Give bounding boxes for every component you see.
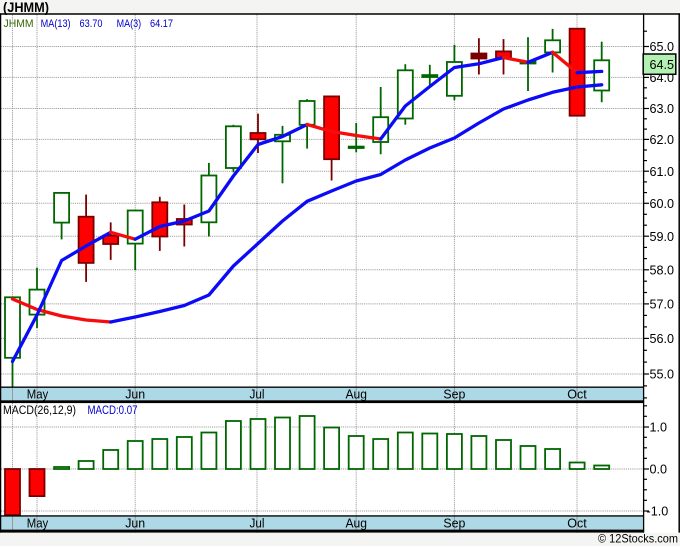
svg-text:63.0: 63.0 [650,102,675,116]
svg-text:62.0: 62.0 [650,133,675,147]
svg-text:© 12Stocks.com: © 12Stocks.com [598,532,678,546]
svg-text:60.0: 60.0 [650,197,675,211]
svg-text:Aug: Aug [345,386,367,401]
svg-text:MACD:0.07: MACD:0.07 [88,405,138,417]
svg-text:59.0: 59.0 [650,230,675,244]
svg-text:1.0: 1.0 [650,421,668,435]
svg-text:JHMM: JHMM [4,18,34,30]
svg-text:Aug: Aug [345,515,367,530]
svg-text:65.0: 65.0 [650,40,675,54]
svg-text:Jun: Jun [125,386,145,401]
svg-text:Oct: Oct [567,515,587,530]
svg-text:63.70: 63.70 [80,18,103,30]
svg-text:May: May [27,386,49,401]
svg-text:Sep: Sep [443,515,465,530]
svg-text:Oct: Oct [567,386,587,401]
svg-text:64.5: 64.5 [650,58,675,72]
svg-text:57.0: 57.0 [650,298,675,312]
svg-text:56.0: 56.0 [650,332,675,346]
svg-text:MA(13): MA(13) [41,18,71,30]
svg-text:MACD(26,12,9): MACD(26,12,9) [3,405,76,417]
svg-text:64.17: 64.17 [150,18,173,30]
svg-text:MA(3): MA(3) [117,18,142,30]
svg-text:-1.0: -1.0 [647,505,669,519]
svg-text:58.0: 58.0 [650,263,675,277]
svg-text:0.0: 0.0 [650,463,668,477]
svg-text:55.0: 55.0 [650,368,675,382]
svg-text:Jul: Jul [250,515,265,530]
svg-text:May: May [27,515,49,530]
svg-text:(JHMM): (JHMM) [3,0,49,15]
svg-text:61.0: 61.0 [650,165,675,179]
svg-text:Jun: Jun [125,515,145,530]
svg-text:Jul: Jul [250,386,265,401]
svg-text:Sep: Sep [443,386,465,401]
